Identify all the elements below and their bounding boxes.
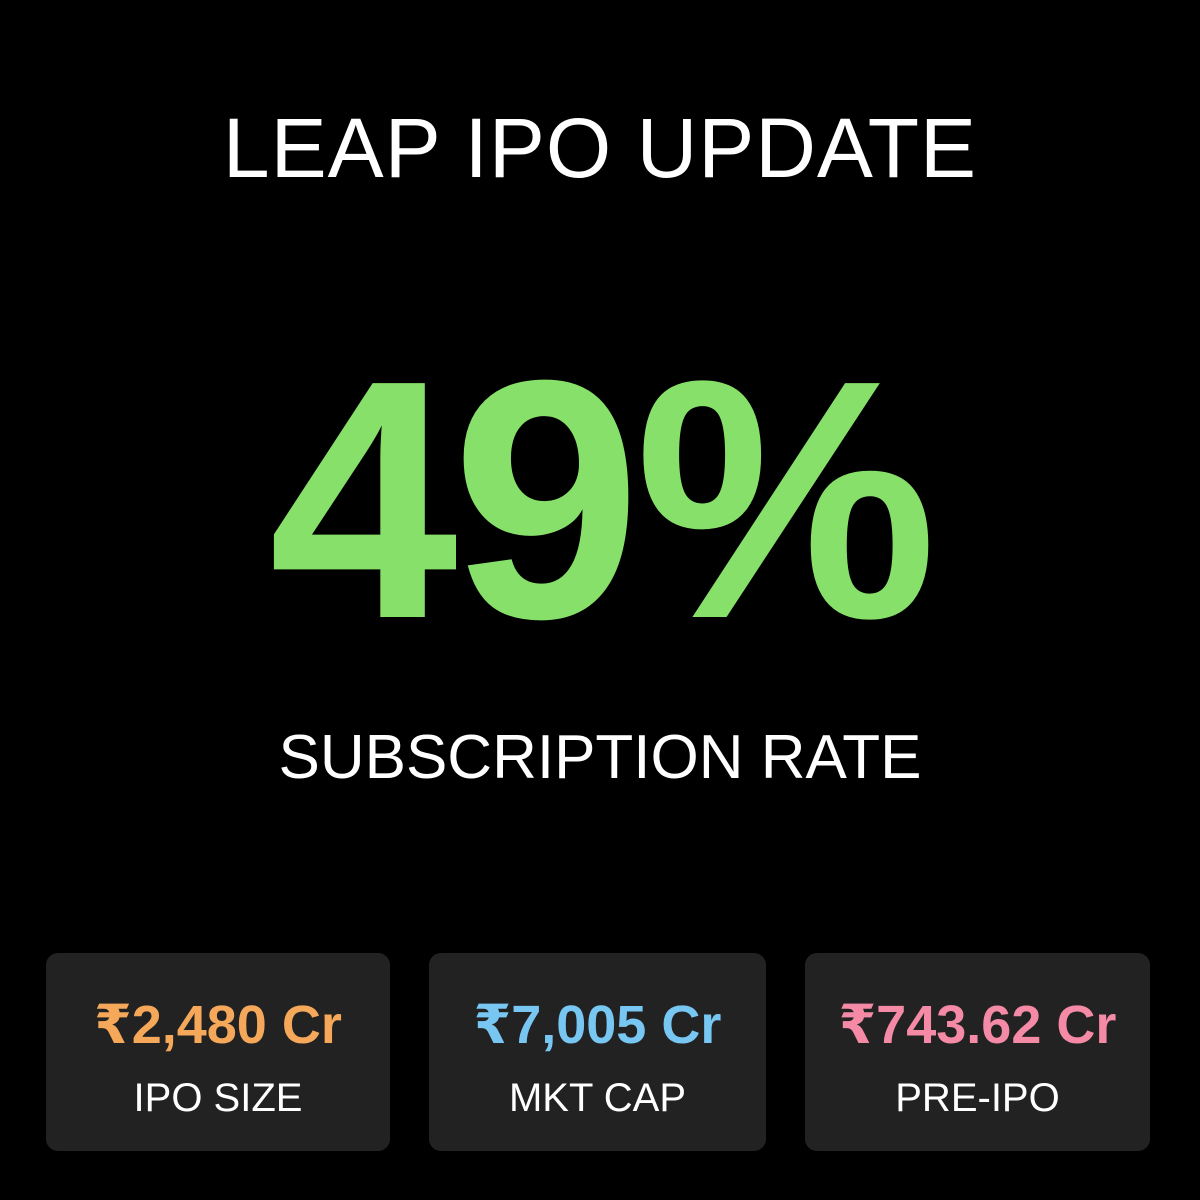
card: ₹2,480 Cr IPO SIZE: [46, 953, 390, 1151]
card: ₹743.62 Cr PRE-IPO: [805, 953, 1150, 1151]
card-value: ₹743.62 Cr: [838, 995, 1117, 1055]
card-label: PRE-IPO: [895, 1076, 1060, 1120]
headline-label: SUBSCRIPTION RATE: [278, 723, 922, 792]
card: ₹7,005 Cr MKT CAP: [429, 953, 766, 1151]
card-value: ₹7,005 Cr: [473, 995, 722, 1055]
card-label: MKT CAP: [508, 1076, 687, 1120]
card-value: ₹2,480 Cr: [94, 995, 342, 1055]
headline-value: 49%: [268, 310, 938, 690]
title: LEAP IPO UPDATE: [222, 101, 978, 195]
card-label: IPO SIZE: [133, 1076, 303, 1120]
